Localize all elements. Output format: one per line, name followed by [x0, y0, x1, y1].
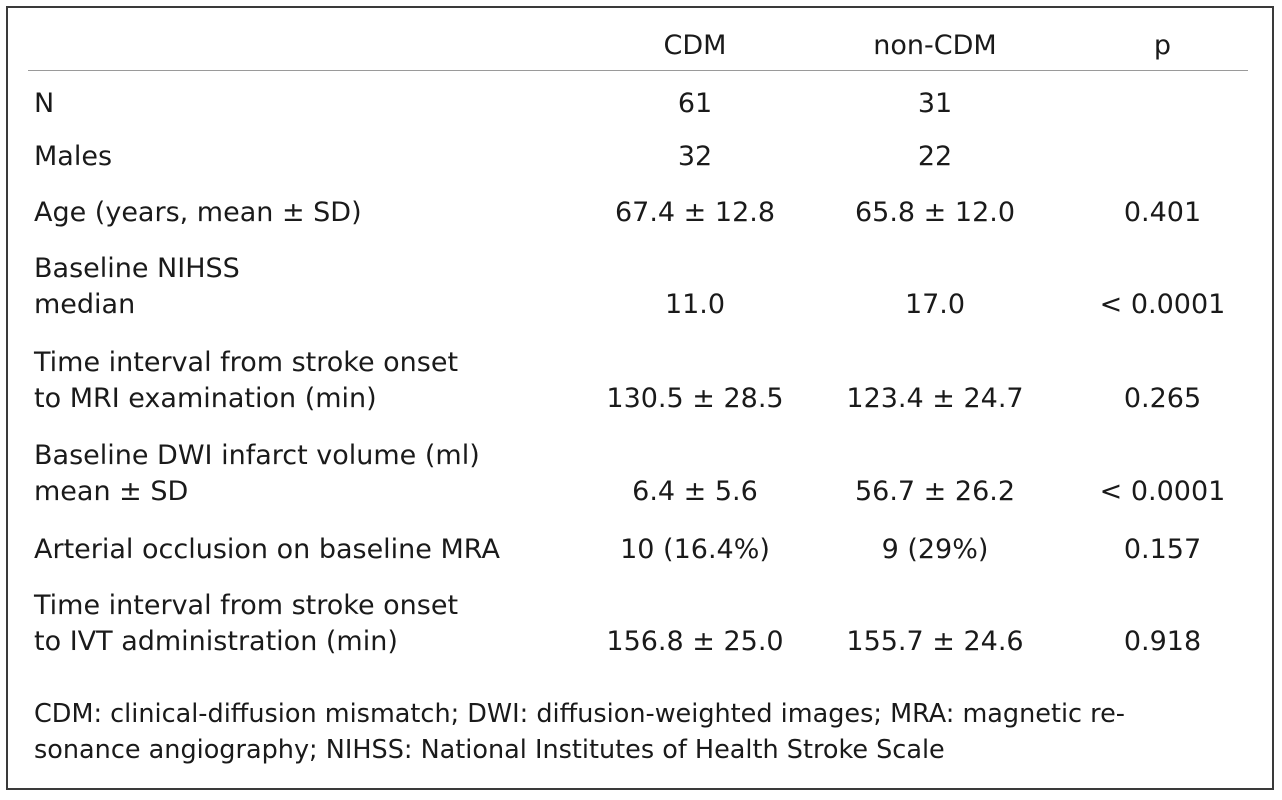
table-footnote: CDM: clinical-diffusion mismatch; DWI: d… — [34, 696, 1244, 768]
cell-non-cdm: 9 (29%) — [881, 534, 989, 565]
header-cdm: CDM — [663, 30, 727, 61]
cell-cdm: 10 (16.4%) — [620, 534, 770, 565]
row-label: Arterial occlusion on baseline MRA — [34, 534, 500, 565]
footnote-line: CDM: clinical-diffusion mismatch; DWI: d… — [34, 699, 1125, 729]
row-label: Age (years, mean ± SD) — [34, 197, 362, 228]
cell-cdm: 6.4 ± 5.6 — [632, 476, 758, 507]
row-label: to IVT administration (min) — [34, 626, 398, 657]
cell-p: 0.401 — [1123, 197, 1202, 228]
row-label: Baseline NIHSS — [34, 253, 240, 284]
row-label: Time interval from stroke onset — [34, 590, 459, 621]
cell-non-cdm: 123.4 ± 24.7 — [846, 383, 1024, 414]
cell-p: < 0.0001 — [1099, 476, 1226, 507]
cell-cdm: 32 — [677, 141, 713, 172]
row-label: mean ± SD — [34, 476, 189, 507]
header-divider — [28, 70, 1248, 71]
cell-p: < 0.0001 — [1099, 289, 1226, 320]
row-label: Baseline DWI infarct volume (ml) — [34, 440, 480, 471]
cell-cdm: 156.8 ± 25.0 — [606, 626, 784, 657]
cell-non-cdm: 17.0 — [904, 289, 966, 320]
cell-non-cdm: 31 — [917, 88, 953, 119]
row-label: N — [34, 88, 55, 119]
cell-p: 0.157 — [1123, 534, 1202, 565]
row-label: to MRI examination (min) — [34, 383, 377, 414]
cell-p: 0.265 — [1123, 383, 1202, 414]
cell-non-cdm: 56.7 ± 26.2 — [854, 476, 1016, 507]
header-p: p — [1153, 30, 1172, 61]
cell-non-cdm: 155.7 ± 24.6 — [846, 626, 1024, 657]
footnote-line: sonance angiography; NIHSS: National Ins… — [34, 735, 945, 765]
cell-non-cdm: 22 — [917, 141, 953, 172]
cell-cdm: 61 — [677, 88, 713, 119]
cell-non-cdm: 65.8 ± 12.0 — [854, 197, 1016, 228]
row-label: median — [34, 289, 136, 320]
cell-cdm: 11.0 — [664, 289, 726, 320]
table-frame — [6, 6, 1274, 790]
cell-cdm: 67.4 ± 12.8 — [614, 197, 776, 228]
row-label: Time interval from stroke onset — [34, 347, 459, 378]
header-non-cdm: non-CDM — [873, 30, 997, 61]
row-label: Males — [34, 141, 113, 172]
cell-p: 0.918 — [1123, 626, 1202, 657]
cell-cdm: 130.5 ± 28.5 — [606, 383, 784, 414]
